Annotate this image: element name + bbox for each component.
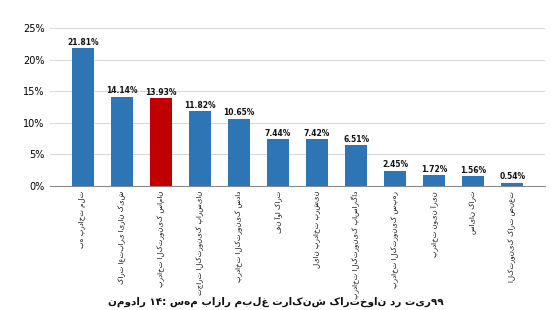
Text: 2.45%: 2.45%: [382, 160, 408, 169]
Bar: [345, 145, 367, 186]
Text: 21.81%: 21.81%: [67, 38, 99, 47]
Text: 14.14%: 14.14%: [106, 86, 138, 95]
Bar: [501, 183, 523, 186]
Bar: [423, 175, 445, 186]
Bar: [267, 139, 289, 186]
Bar: [228, 119, 250, 186]
Bar: [306, 139, 328, 186]
Text: 0.54%: 0.54%: [499, 172, 525, 181]
Bar: [72, 48, 94, 186]
Text: 1.72%: 1.72%: [421, 165, 447, 174]
Text: نمودار ۱۴: سهم بازار مبلغ تراکنش کارتخوان در تیر۹۹: نمودار ۱۴: سهم بازار مبلغ تراکنش کارتخوا…: [107, 297, 444, 307]
Text: 7.42%: 7.42%: [304, 129, 330, 138]
Text: 6.51%: 6.51%: [343, 135, 369, 144]
Bar: [385, 170, 406, 186]
Text: 11.82%: 11.82%: [184, 101, 216, 110]
Bar: [111, 97, 133, 186]
Bar: [189, 111, 210, 186]
Text: 13.93%: 13.93%: [145, 88, 177, 97]
Text: 10.65%: 10.65%: [223, 108, 255, 117]
Text: 1.56%: 1.56%: [460, 166, 486, 175]
Text: 7.44%: 7.44%: [265, 129, 291, 138]
Bar: [462, 176, 484, 186]
Bar: [150, 98, 172, 186]
